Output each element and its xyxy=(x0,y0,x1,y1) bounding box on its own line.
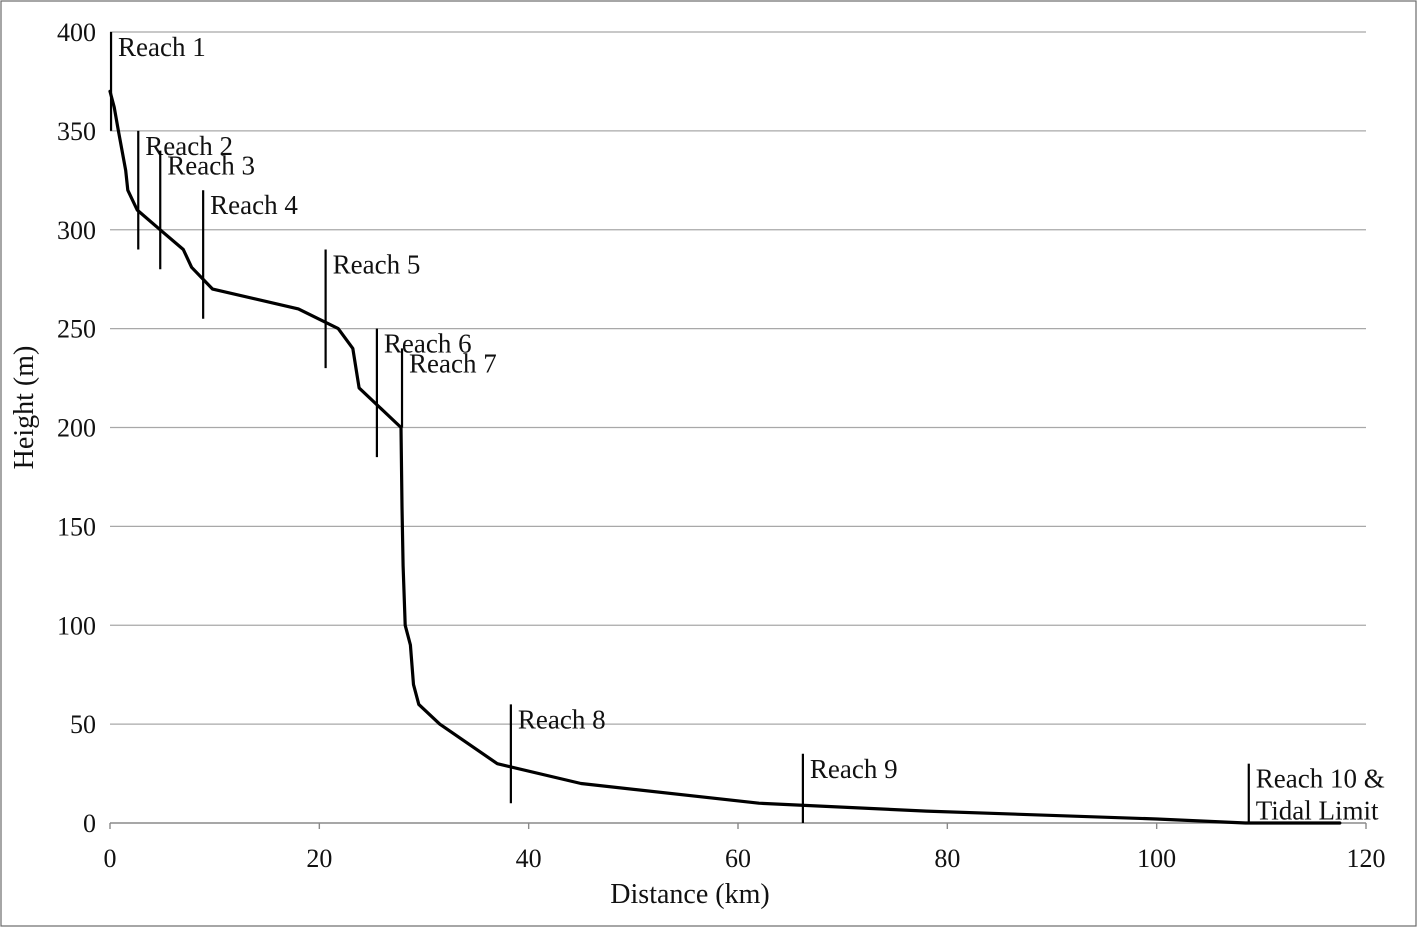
y-tick-label: 300 xyxy=(57,216,96,245)
x-tick-label: 0 xyxy=(104,844,117,873)
y-tick-label: 0 xyxy=(83,809,96,838)
reach-label: Reach 4 xyxy=(210,190,298,220)
y-tick-label: 350 xyxy=(57,117,96,146)
axes xyxy=(109,822,1367,829)
x-tick-label: 60 xyxy=(725,844,751,873)
reach-label: Reach 1 xyxy=(118,32,206,62)
x-tick-label: 120 xyxy=(1347,844,1386,873)
y-tick-label: 400 xyxy=(57,18,96,47)
reach-label: Reach 10 & Tidal Limit xyxy=(1256,764,1385,826)
y-tick-label: 100 xyxy=(57,611,96,640)
x-tick-label: 80 xyxy=(934,844,960,873)
reach-label: Reach 3 xyxy=(167,151,255,181)
x-tick-label: 100 xyxy=(1137,844,1176,873)
reach-label: Reach 5 xyxy=(333,250,421,280)
x-tick-label: 20 xyxy=(306,844,332,873)
reach-label: Reach 6 xyxy=(384,329,472,359)
reach-label: Reach 8 xyxy=(518,704,606,734)
y-tick-label: 200 xyxy=(57,414,96,443)
reach-label: Reach 9 xyxy=(810,754,898,784)
x-axis-title: Distance (km) xyxy=(610,879,769,910)
gridlines xyxy=(110,31,1366,725)
y-tick-label: 250 xyxy=(57,315,96,344)
y-tick-label: 50 xyxy=(70,710,96,739)
tick-labels: 0 50 100 150 200 250 300 350 400 0 20 40 60 80 100 120 xyxy=(57,18,1386,873)
y-axis-title: Height (m) xyxy=(9,346,40,470)
y-tick-label: 150 xyxy=(57,512,96,541)
x-tick-label: 40 xyxy=(516,844,542,873)
reach-label: Reach 7 xyxy=(409,348,497,378)
